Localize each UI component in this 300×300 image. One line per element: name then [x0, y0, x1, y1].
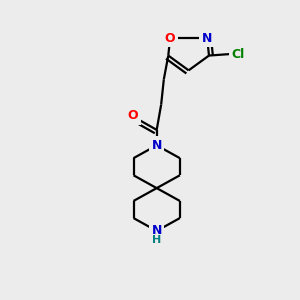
Text: O: O	[165, 32, 176, 45]
Text: O: O	[128, 110, 138, 122]
Text: N: N	[152, 139, 162, 152]
Text: N: N	[152, 224, 162, 237]
Text: H: H	[152, 236, 161, 245]
Text: Cl: Cl	[232, 48, 245, 61]
Text: N: N	[202, 32, 212, 45]
